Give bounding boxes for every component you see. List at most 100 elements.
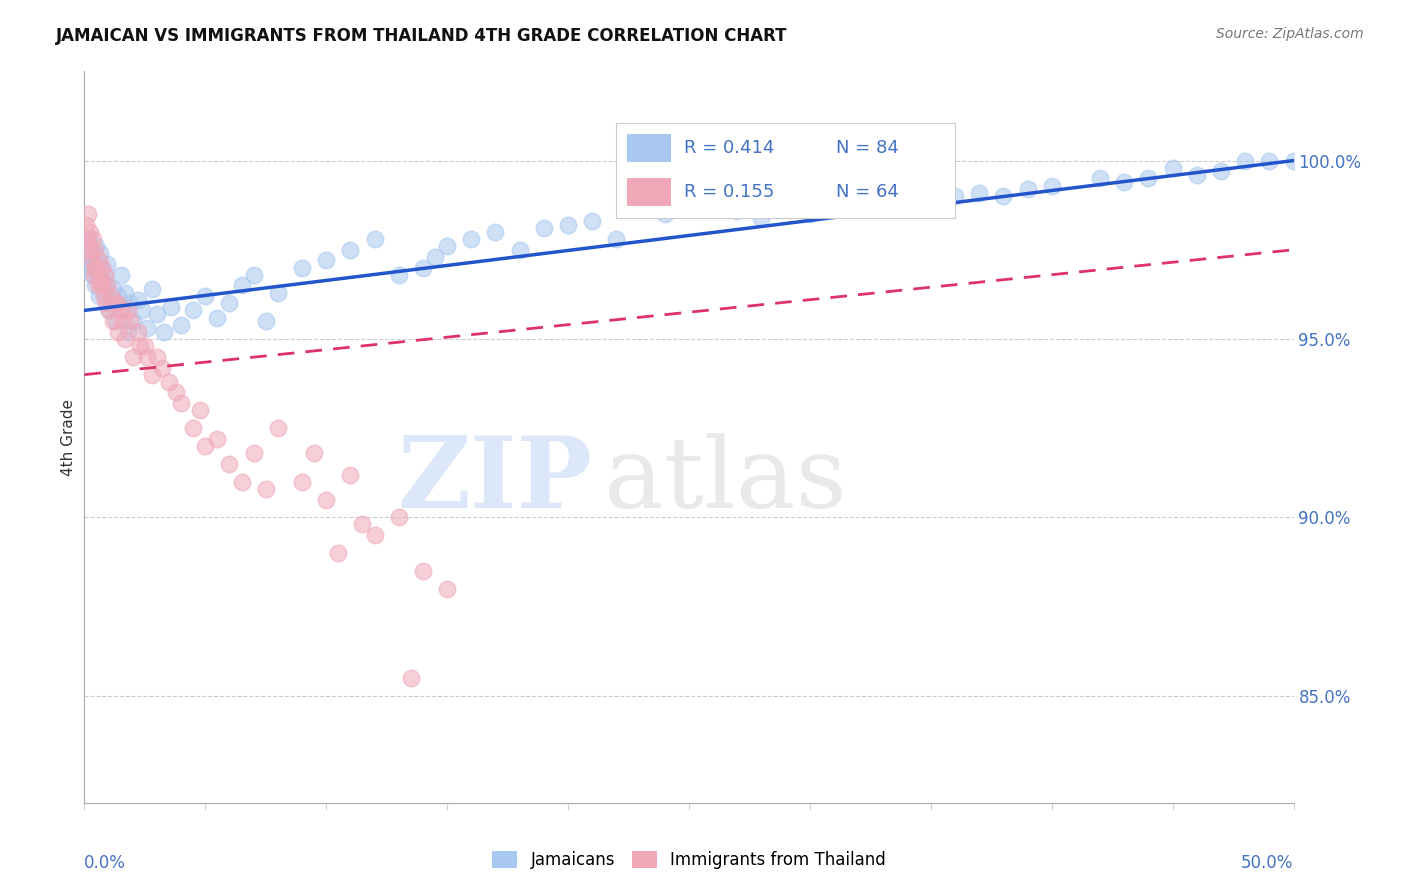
Point [117,325,139,339]
Point [146,307,169,321]
Point [654,207,676,221]
Point [363,232,385,246]
Point [89,246,111,260]
Point [120,296,142,310]
Point [388,510,411,524]
Point [702,196,724,211]
Point [97,303,120,318]
Point [77,232,100,246]
Point [352,517,374,532]
Point [141,368,163,382]
Point [94,296,117,310]
Text: ZIP: ZIP [398,433,592,530]
Point [231,278,253,293]
Point [399,671,422,685]
Point [291,260,314,275]
Point [107,325,129,339]
Point [896,189,918,203]
Point [1234,153,1257,168]
Point [181,421,204,435]
Point [77,207,100,221]
Point [80,253,103,268]
Point [127,293,149,307]
Point [751,211,773,225]
Point [160,300,183,314]
Point [100,289,122,303]
Point [267,285,290,300]
Point [96,257,118,271]
Text: JAMAICAN VS IMMIGRANTS FROM THAILAND 4TH GRADE CORRELATION CHART: JAMAICAN VS IMMIGRANTS FROM THAILAND 4TH… [56,27,787,45]
Point [291,475,314,489]
Point [93,289,115,303]
Point [136,350,159,364]
Point [94,268,117,282]
Text: 0.0%: 0.0% [84,854,127,872]
Point [207,310,229,325]
Legend: Jamaicans, Immigrants from Thailand: Jamaicans, Immigrants from Thailand [485,845,893,876]
Point [97,303,120,318]
Y-axis label: 4th Grade: 4th Grade [60,399,76,475]
Point [254,482,277,496]
Point [100,296,122,310]
Point [436,582,458,596]
Point [141,282,163,296]
Point [84,278,107,293]
Point [605,232,627,246]
Point [194,289,217,303]
Point [436,239,458,253]
Point [86,239,108,253]
Point [83,260,105,275]
Point [242,446,264,460]
Point [1017,182,1039,196]
Point [1114,175,1136,189]
Point [110,303,132,318]
Point [339,243,361,257]
Point [1185,168,1208,182]
Point [112,314,135,328]
Point [315,492,337,507]
Point [90,271,112,285]
Point [388,268,411,282]
Point [254,314,277,328]
Point [94,278,117,293]
Point [82,250,104,264]
Point [1040,178,1063,193]
Point [460,232,482,246]
Point [94,268,117,282]
Point [1282,153,1305,168]
Point [943,189,966,203]
Point [129,339,152,353]
Point [136,321,159,335]
Point [90,278,112,293]
Point [114,285,136,300]
Point [134,339,156,353]
Point [190,403,212,417]
Text: 50.0%: 50.0% [1241,854,1294,872]
Point [86,264,108,278]
Point [242,268,264,282]
Point [93,285,115,300]
Point [1088,171,1111,186]
Point [76,232,98,246]
Point [121,314,143,328]
Point [91,260,114,275]
Point [79,225,101,239]
Point [150,360,173,375]
Point [103,282,125,296]
Point [1258,153,1281,168]
Point [153,325,176,339]
Point [412,260,434,275]
Point [328,546,350,560]
Text: Source: ZipAtlas.com: Source: ZipAtlas.com [1216,27,1364,41]
Point [1209,164,1232,178]
Point [114,332,136,346]
Point [112,300,135,314]
Point [103,314,125,328]
Point [117,303,139,318]
Point [920,182,942,196]
Point [87,253,110,268]
Point [170,318,193,332]
Point [105,296,128,310]
Point [581,214,603,228]
Point [120,314,142,328]
